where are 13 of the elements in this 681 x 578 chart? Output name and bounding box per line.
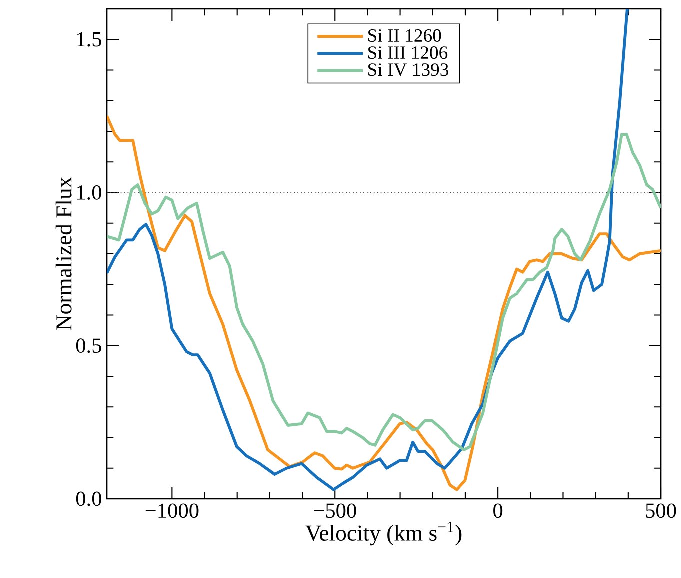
x-axis-title: Velocity (km s$^{−1}$) — [306, 522, 462, 546]
x-tick-label: −500 — [314, 504, 356, 518]
y-tick-label: 1.5 — [78, 32, 102, 47]
x-tick-label: 500 — [646, 504, 676, 518]
legend-label: Si III 1206 — [368, 46, 448, 60]
y-axis-title: Normalized Flux — [56, 177, 72, 330]
x-tick-label: −1000 — [146, 504, 199, 518]
y-tick-label: 0.0 — [76, 492, 102, 506]
legend-label: Si II 1260 — [368, 29, 442, 42]
legend-label: Si IV 1393 — [368, 64, 448, 76]
x-tick-label: 0 — [494, 504, 503, 518]
y-tick-label: 0.5 — [76, 338, 102, 354]
y-tick-label: 1.0 — [78, 186, 102, 200]
